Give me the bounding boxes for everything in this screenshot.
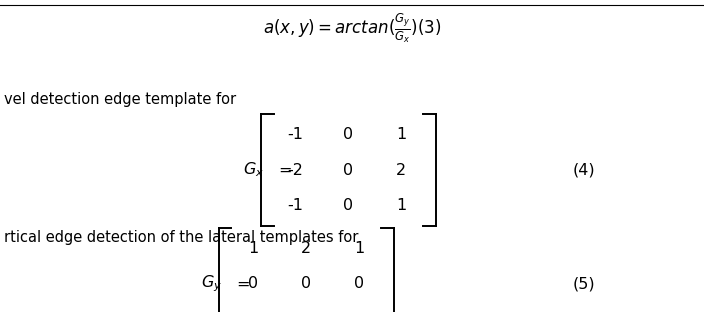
Text: -1: -1 [288, 127, 303, 142]
Text: 0: 0 [354, 276, 364, 291]
Text: (4): (4) [573, 163, 596, 178]
Text: =: = [278, 163, 292, 178]
Text: 1: 1 [396, 198, 406, 213]
Text: 2: 2 [301, 241, 311, 256]
Text: $G_x$: $G_x$ [243, 161, 264, 179]
Text: 1: 1 [249, 241, 258, 256]
Text: vel detection edge template for: vel detection edge template for [4, 92, 236, 107]
Text: $a(x,y) = arctan(\frac{G_y}{G_x})(3)$: $a(x,y) = arctan(\frac{G_y}{G_x})(3)$ [263, 11, 441, 45]
Text: (5): (5) [573, 276, 596, 291]
Text: =: = [236, 276, 250, 291]
Text: 0: 0 [301, 276, 311, 291]
Text: -1: -1 [288, 198, 303, 213]
Text: 0: 0 [249, 276, 258, 291]
Text: $G_y$: $G_y$ [201, 274, 222, 294]
Text: 2: 2 [396, 163, 406, 178]
Text: 0: 0 [344, 163, 353, 178]
Text: rtical edge detection of the lateral templates for: rtical edge detection of the lateral tem… [4, 230, 358, 245]
Text: 1: 1 [354, 241, 364, 256]
Text: 0: 0 [344, 127, 353, 142]
Text: -2: -2 [288, 163, 303, 178]
Text: 0: 0 [344, 198, 353, 213]
Text: 1: 1 [396, 127, 406, 142]
